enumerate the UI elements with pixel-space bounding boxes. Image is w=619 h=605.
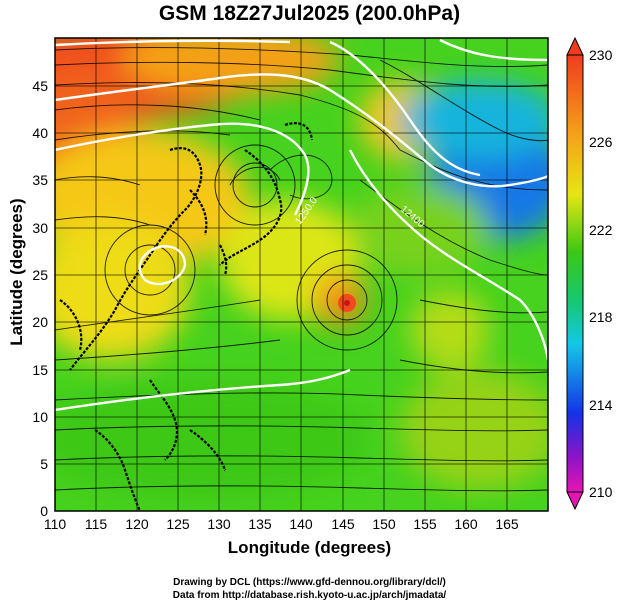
x-tick-label: 115	[85, 516, 108, 532]
x-tick-label: 155	[413, 516, 437, 532]
wind-streamlines	[55, 47, 548, 492]
colorbar-scale	[566, 54, 584, 493]
colorbar-bottom-arrow	[566, 491, 584, 511]
y-axis-label: Latitude (degrees)	[7, 198, 26, 346]
x-tick-label: 125	[166, 516, 190, 532]
temperature-field	[55, 38, 548, 511]
colorbar-label: 214	[589, 397, 613, 413]
x-tick-label: 120	[125, 516, 149, 532]
y-tick-label: 40	[32, 125, 48, 141]
plot-frame	[54, 37, 549, 512]
credit-drawing: Drawing by DCL (https://www.gfd-dennou.o…	[173, 577, 446, 588]
y-tick-label: 25	[32, 267, 48, 283]
y-tick-label: 10	[32, 409, 48, 425]
height-contours	[55, 38, 548, 412]
typhoon-center-marker	[344, 300, 350, 306]
x-axis-label: Longitude (degrees)	[227, 538, 392, 557]
x-tick-label: 140	[289, 516, 313, 532]
y-tick-label: 15	[32, 362, 48, 378]
colorbar-label: 218	[589, 309, 613, 325]
x-tick-label: 165	[495, 516, 519, 532]
y-tick-label: 45	[32, 78, 48, 94]
credit-data: Data from http://database.rish.kyoto-u.a…	[172, 590, 447, 601]
colorbar-label: 210	[589, 484, 613, 500]
x-tick-label: 110	[44, 516, 67, 532]
y-tick-label: 35	[32, 172, 48, 188]
y-tick-label: 5	[40, 456, 48, 472]
x-tick-label: 160	[454, 516, 478, 532]
x-tick-label: 145	[331, 516, 355, 532]
lat-lon-grid	[55, 38, 548, 511]
y-tick-label: 20	[32, 314, 48, 330]
x-tick-label: 135	[248, 516, 272, 532]
x-tick-label: 150	[372, 516, 396, 532]
colorbar: 230 226 222 218 214 210	[566, 36, 613, 511]
x-tick-labels: 110 115 120 125 130 135 140 145 150 155 …	[44, 516, 519, 532]
y-tick-label: 0	[40, 503, 48, 519]
coastlines	[59, 122, 314, 511]
colorbar-label: 226	[589, 134, 613, 150]
colorbar-label: 222	[589, 222, 613, 238]
y-tick-labels: 0 5 10 15 20 25 30 35 40 45	[32, 78, 48, 519]
x-tick-label: 130	[207, 516, 231, 532]
chart-title: GSM 18Z27Jul2025 (200.0hPa)	[158, 2, 461, 25]
y-tick-label: 30	[32, 220, 48, 236]
colorbar-label: 230	[589, 47, 613, 63]
colorbar-top-arrow	[566, 36, 584, 56]
